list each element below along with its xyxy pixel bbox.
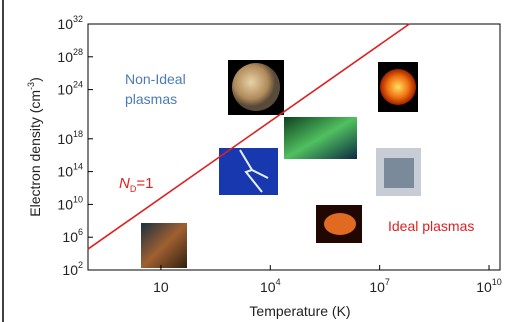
tick-label: 104 (260, 277, 281, 295)
tick-label: 1014 (57, 162, 83, 180)
tick-label: 106 (62, 227, 83, 245)
y-axis-label-end: ) (27, 77, 43, 82)
tick-base: 10 (260, 279, 276, 295)
tick-base: 10 (62, 262, 78, 278)
tick-base: 10 (57, 164, 73, 180)
tick-base: 10 (57, 131, 73, 147)
wake-photo (284, 117, 357, 159)
annotation-rest: =1 (136, 175, 153, 192)
x-axis-label: Temperature (K) (249, 303, 350, 319)
sun (380, 69, 416, 105)
tick-label: 1032 (57, 14, 83, 32)
tick-exponent: 2 (78, 260, 83, 270)
tick-base: 10 (57, 49, 73, 65)
annotation: Ideal plasmas (388, 218, 474, 234)
tick-base: 10 (57, 82, 73, 98)
annotation-symbol: N (119, 175, 130, 192)
annotation: ND=1 (119, 175, 153, 194)
tick-base: 10 (57, 196, 73, 212)
tick-exponent: 10 (73, 194, 83, 204)
tick-exponent: 14 (73, 162, 83, 172)
y-axis-label: Electron density (cm-3) (26, 77, 43, 217)
pictures (141, 60, 421, 268)
tick-label: 1028 (57, 47, 83, 65)
y-axis-label-exponent: -3 (26, 82, 36, 90)
flame (324, 213, 356, 235)
tick-base: 10 (57, 16, 73, 32)
tick-exponent: 10 (492, 277, 502, 287)
tick-label: 1010 (57, 194, 83, 212)
y-axis-label-text: Electron density (cm (27, 90, 43, 217)
tick-label: 107 (369, 277, 390, 295)
tick-exponent: 4 (276, 277, 281, 287)
tick-exponent: 6 (78, 227, 83, 237)
tick-label: 1024 (57, 80, 83, 98)
tick-label: 1018 (57, 129, 83, 147)
tick-label: 102 (62, 260, 83, 278)
tick-exponent: 24 (73, 80, 83, 90)
tick-base: 10 (153, 279, 169, 295)
tick-exponent: 18 (73, 129, 83, 139)
tick-label: 10 (153, 279, 169, 295)
tick-base: 10 (369, 279, 385, 295)
jupiter (232, 63, 280, 111)
tick-exponent: 7 (385, 277, 390, 287)
tick-base: 10 (476, 279, 492, 295)
tick-label: 1010 (476, 277, 502, 295)
tick-exponent: 32 (73, 14, 83, 24)
chart: Temperature (K) Electron density (cm-3) … (0, 0, 506, 322)
tick-exponent: 28 (73, 47, 83, 57)
tokamak (384, 158, 414, 188)
annotation: Non-Ideal (125, 71, 186, 87)
nebula-photo (141, 223, 187, 268)
annotation: plasmas (125, 91, 177, 107)
tick-base: 10 (62, 229, 78, 245)
